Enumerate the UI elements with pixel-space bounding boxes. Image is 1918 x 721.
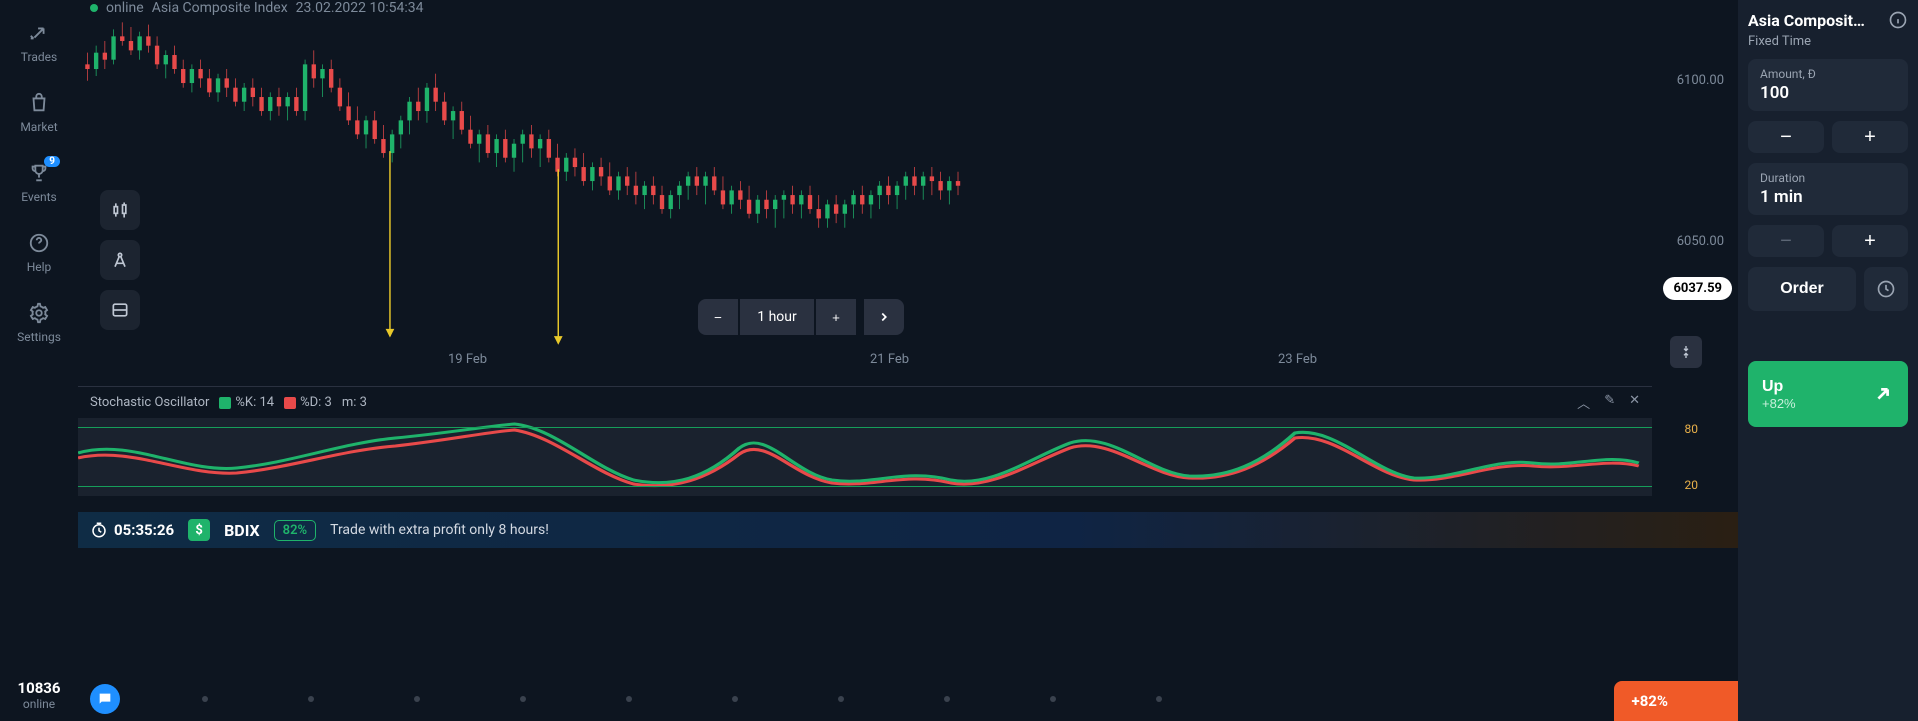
osc-tick-80: 80 <box>1685 422 1699 436</box>
banner-symbol: BDIX <box>224 521 260 540</box>
clock-icon <box>90 521 108 539</box>
duration-plus-button[interactable]: + <box>1832 225 1908 257</box>
order-button[interactable]: Order <box>1748 267 1856 311</box>
arrow-up-right-icon <box>1872 383 1894 405</box>
drawing-tools-button[interactable] <box>100 240 140 280</box>
amount-minus-button[interactable]: − <box>1748 121 1824 153</box>
osc-param-m: m: 3 <box>342 395 367 410</box>
order-time-button[interactable] <box>1864 267 1908 311</box>
duration-field[interactable]: Duration 1 min <box>1748 163 1908 215</box>
duration-pm-row: − + <box>1748 225 1908 257</box>
help-icon <box>28 232 50 254</box>
osc-level-20 <box>78 486 1652 487</box>
sidebar-label: Events <box>21 190 57 204</box>
oscillator-header: Stochastic Oscillator %K: 14 %D: 3 m: 3 … <box>78 387 1652 418</box>
chat-bubble-button[interactable] <box>90 684 120 714</box>
banner-percent: 82% <box>274 520 316 541</box>
clock-icon <box>1876 279 1896 299</box>
timeframe-control: − 1 hour + <box>698 299 904 335</box>
duration-minus-button[interactable]: − <box>1748 225 1824 257</box>
gear-icon <box>28 302 50 324</box>
osc-param-d: %D: 3 <box>284 395 332 410</box>
oscillator-controls: ︿ ✎ ✕ <box>1577 393 1640 412</box>
online-label: online <box>0 697 78 711</box>
osc-collapse-button[interactable]: ︿ <box>1577 393 1590 412</box>
chat-icon <box>97 691 113 707</box>
main-area: online Asia Composite Index 23.02.2022 1… <box>78 0 1738 721</box>
banner-countdown: 05:35:26 <box>90 521 174 539</box>
osc-level-80 <box>78 427 1652 428</box>
amount-value: 100 <box>1760 83 1896 103</box>
oscillator-lines <box>78 418 1652 496</box>
duration-value: 1 min <box>1760 187 1896 207</box>
date-axis: 19 Feb21 Feb23 Feb <box>78 352 1652 374</box>
promo-banner[interactable]: 05:35:26 $ BDIX 82% Trade with extra pro… <box>78 512 1738 548</box>
sidebar-label: Settings <box>17 330 61 344</box>
bottom-strip: 1 / 12 ••• +82% <box>78 677 1738 721</box>
panel-icon <box>110 300 130 320</box>
timeline-dots <box>142 696 1612 702</box>
timeframe-label[interactable]: 1 hour <box>740 299 814 335</box>
sidebar-label: Trades <box>21 50 57 64</box>
sidebar-label: Help <box>27 260 52 274</box>
oscillator-panel: Stochastic Oscillator %K: 14 %D: 3 m: 3 … <box>78 386 1652 510</box>
collapse-icon <box>1678 344 1694 360</box>
up-button[interactable]: Up +82% <box>1748 361 1908 427</box>
oscillator-name: Stochastic Oscillator <box>90 395 209 410</box>
sidebar-item-help[interactable]: Help <box>0 218 78 288</box>
chart-type-button[interactable] <box>100 190 140 230</box>
sidebar-item-settings[interactable]: Settings <box>0 288 78 358</box>
sidebar-label: Market <box>20 120 57 134</box>
osc-param-k: %K: 14 <box>219 395 274 410</box>
osc-tick-20: 20 <box>1685 478 1699 492</box>
sidebar-item-events[interactable]: 9 Events <box>0 148 78 218</box>
up-label: Up <box>1762 378 1783 396</box>
trades-icon <box>28 22 50 44</box>
sidebar-footer: 10836 online <box>0 679 78 721</box>
scroll-forward-button[interactable] <box>864 299 904 335</box>
amount-label: Amount, Ð <box>1760 67 1896 81</box>
sidebar-left: Trades Market 9 Events Help Settings 108… <box>0 0 78 721</box>
panel-subtitle: Fixed Time <box>1748 34 1908 49</box>
amount-pm-row: − + <box>1748 121 1908 153</box>
collapse-vertical-button[interactable] <box>1670 336 1702 368</box>
oscillator-chart[interactable]: 80 20 <box>78 418 1652 496</box>
info-icon[interactable] <box>1888 10 1908 30</box>
amount-plus-button[interactable]: + <box>1832 121 1908 153</box>
sidebar-item-market[interactable]: Market <box>0 78 78 148</box>
chart-tools <box>100 190 140 330</box>
order-panel: Asia Composit… Fixed Time Amount, Ð 100 … <box>1738 0 1918 721</box>
duration-label: Duration <box>1760 171 1896 185</box>
osc-edit-button[interactable]: ✎ <box>1604 393 1615 412</box>
zoom-out-button[interactable]: − <box>698 299 738 335</box>
amount-field[interactable]: Amount, Ð 100 <box>1748 59 1908 111</box>
chevron-right-icon <box>877 310 891 324</box>
zoom-in-button[interactable]: + <box>816 299 856 335</box>
order-row: Order <box>1748 267 1908 311</box>
compass-icon <box>110 250 130 270</box>
sidebar-item-trades[interactable]: Trades <box>0 8 78 78</box>
banner-message: Trade with extra profit only 8 hours! <box>330 522 549 538</box>
bag-icon <box>28 92 50 114</box>
up-percent: +82% <box>1762 396 1796 411</box>
online-count: 10836 <box>0 679 78 697</box>
osc-close-button[interactable]: ✕ <box>1629 393 1640 412</box>
layout-button[interactable] <box>100 290 140 330</box>
events-badge: 9 <box>44 156 60 167</box>
down-percent-badge[interactable]: +82% <box>1614 681 1738 721</box>
price-axis: 6100.006050.006037.59 <box>1652 0 1738 380</box>
panel-title-row: Asia Composit… <box>1748 10 1908 30</box>
candlestick-icon <box>110 200 130 220</box>
panel-title: Asia Composit… <box>1748 11 1865 30</box>
dollar-chip-icon: $ <box>188 519 210 541</box>
